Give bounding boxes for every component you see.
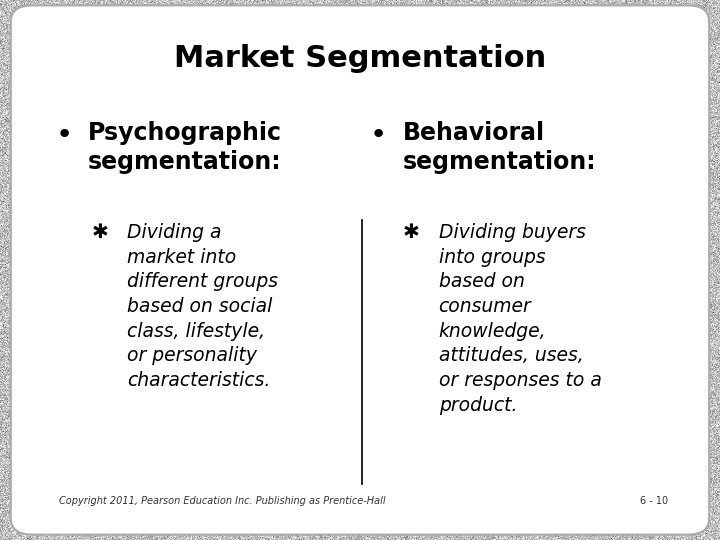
Text: Dividing a
market into
different groups
based on social
class, lifestyle,
or per: Dividing a market into different groups … xyxy=(127,223,279,390)
Text: Dividing buyers
into groups
based on
consumer
knowledge,
attitudes, uses,
or res: Dividing buyers into groups based on con… xyxy=(438,223,601,415)
Text: Behavioral
segmentation:: Behavioral segmentation: xyxy=(402,121,596,174)
Text: ✱: ✱ xyxy=(402,223,420,242)
Text: Market Segmentation: Market Segmentation xyxy=(174,44,546,73)
Text: •: • xyxy=(370,121,387,149)
Text: •: • xyxy=(55,121,73,149)
Text: ✱: ✱ xyxy=(91,223,108,242)
Text: Copyright 2011, Pearson Education Inc. Publishing as Prentice-Hall: Copyright 2011, Pearson Education Inc. P… xyxy=(58,496,385,506)
Text: Psychographic
segmentation:: Psychographic segmentation: xyxy=(88,121,282,174)
Text: 6 - 10: 6 - 10 xyxy=(640,496,668,506)
